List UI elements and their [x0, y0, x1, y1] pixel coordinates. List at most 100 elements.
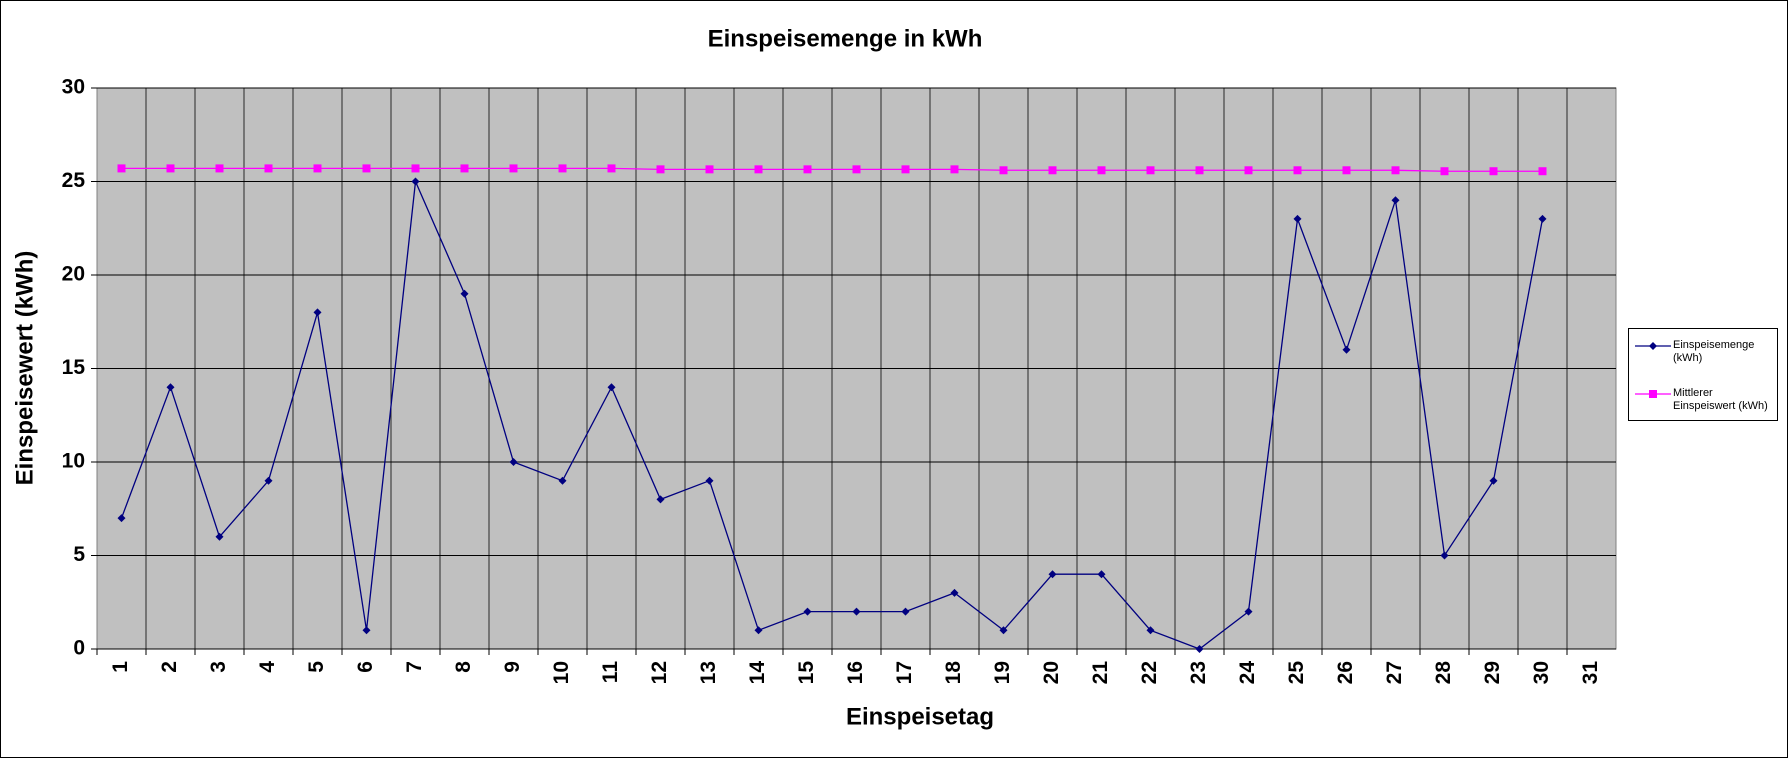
series-line: [121, 167, 1543, 172]
marker: [950, 588, 959, 597]
marker: [460, 164, 469, 173]
x-tick-label: 9: [501, 661, 524, 673]
x-tick-label: 25: [1285, 661, 1308, 685]
x-tick-label: 13: [697, 661, 720, 684]
x-tick-label: 16: [844, 661, 867, 684]
legend-item: Einspeisemenge (kWh): [1633, 339, 1773, 365]
marker: [264, 164, 273, 173]
marker: [509, 458, 518, 466]
legend: Einspeisemenge (kWh) Mittlerer Einspeiswe…: [1628, 328, 1778, 421]
marker: [362, 626, 371, 635]
marker: [558, 476, 567, 485]
marker: [754, 165, 763, 174]
chart-title: Einspeisemenge in kWh: [708, 25, 983, 52]
marker: [1489, 476, 1498, 485]
legend-swatch: [1635, 390, 1671, 398]
x-tick-label: 6: [354, 661, 377, 673]
marker: [607, 164, 616, 173]
marker: [901, 165, 910, 174]
marker: [607, 383, 616, 392]
marker: [411, 177, 420, 186]
x-tick-label: 27: [1383, 661, 1406, 684]
y-tick-label: 15: [62, 356, 86, 379]
x-tick-label: 31: [1579, 661, 1602, 685]
marker: [999, 626, 1008, 635]
marker: [1146, 166, 1155, 175]
x-tick-label: 8: [452, 661, 475, 673]
y-tick-label: 20: [62, 263, 85, 286]
marker: [1195, 645, 1204, 653]
x-tick-label: 18: [942, 661, 965, 685]
x-tick-label: 17: [893, 661, 916, 684]
marker: [264, 476, 273, 485]
x-tick-label: 28: [1432, 661, 1455, 685]
series-line: [120, 179, 1544, 650]
legend-marker: [1649, 390, 1657, 398]
legend-swatch: [1635, 342, 1671, 350]
y-tick-label: 10: [62, 450, 85, 473]
marker: [852, 165, 861, 174]
marker: [1538, 167, 1547, 176]
marker: [460, 289, 469, 298]
legend-item: Mittlerer Einspeiswert (kWh): [1633, 387, 1773, 413]
marker: [1146, 626, 1155, 635]
marker: [1391, 166, 1400, 175]
x-tick-label: 2: [158, 661, 181, 673]
marker: [705, 165, 714, 174]
x-tick-label: 5: [305, 661, 328, 673]
marker: [1244, 166, 1253, 175]
x-tick-label: 14: [746, 661, 769, 685]
marker: [901, 607, 910, 616]
marker: [1048, 570, 1057, 579]
x-tick-label: 26: [1334, 661, 1357, 684]
x-tick-label: 19: [991, 661, 1014, 684]
marker: [313, 308, 322, 317]
x-tick-label: 4: [256, 661, 279, 673]
x-tick-label: 10: [550, 661, 573, 684]
marker: [656, 165, 665, 174]
marker: [166, 164, 175, 173]
marker: [1538, 214, 1547, 223]
marker: [362, 164, 371, 173]
marker: [411, 164, 420, 173]
marker: [656, 495, 665, 504]
marker: [509, 164, 518, 173]
y-tick-label: 5: [73, 543, 85, 566]
marker: [1440, 167, 1449, 176]
marker: [117, 514, 126, 523]
y-tick-label: 30: [62, 76, 85, 99]
x-tick-label: 24: [1236, 661, 1259, 685]
marker: [1342, 345, 1351, 354]
x-tick-label: 21: [1089, 661, 1112, 685]
x-tick-label: 30: [1530, 661, 1553, 684]
y-axis-label: Einspeisewert (kWh): [11, 251, 38, 486]
marker: [1440, 551, 1449, 560]
legend-label: Einspeisemenge (kWh): [1673, 339, 1755, 364]
marker: [1097, 166, 1106, 175]
legend-marker: [1649, 342, 1657, 350]
marker: [803, 607, 812, 616]
marker: [803, 165, 812, 174]
x-tick-label: 3: [207, 661, 230, 673]
marker: [1391, 196, 1400, 205]
x-tick-label: 22: [1138, 661, 1161, 684]
y-tick-label: 0: [73, 637, 85, 660]
x-tick-label: 29: [1481, 661, 1504, 684]
marker: [999, 166, 1008, 175]
x-axis-label: Einspeisetag: [846, 703, 994, 730]
marker: [1048, 166, 1057, 175]
x-tick-label: 1: [109, 661, 132, 673]
marker: [215, 164, 224, 173]
marker: [1489, 167, 1498, 176]
x-tick-label: 15: [795, 661, 818, 685]
marker: [950, 165, 959, 174]
marker: [215, 532, 224, 541]
marker: [1342, 166, 1351, 175]
marker: [754, 626, 763, 635]
legend-label: Mittlerer Einspeiswert (kWh): [1673, 387, 1768, 412]
marker: [1293, 214, 1302, 223]
x-tick-label: 23: [1187, 661, 1210, 684]
marker: [117, 164, 126, 173]
